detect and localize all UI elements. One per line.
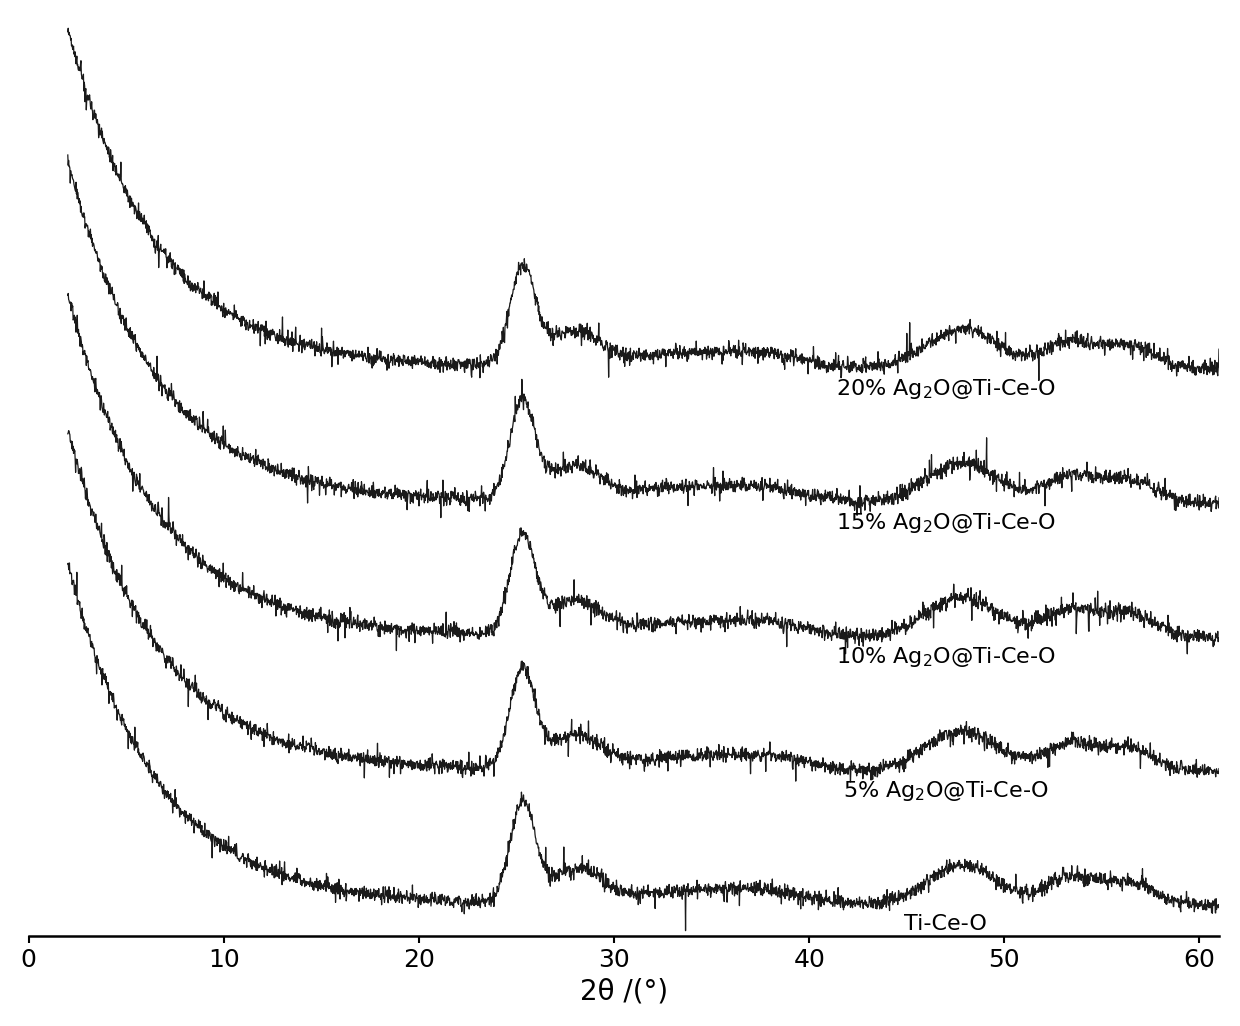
Text: 10% Ag$_2$O@Ti-Ce-O: 10% Ag$_2$O@Ti-Ce-O [836,645,1055,669]
X-axis label: 2θ /(°): 2θ /(°) [580,977,668,1005]
Text: 5% Ag$_2$O@Ti-Ce-O: 5% Ag$_2$O@Ti-Ce-O [843,780,1049,803]
Text: 20% Ag$_2$O@Ti-Ce-O: 20% Ag$_2$O@Ti-Ce-O [836,377,1055,401]
Text: Ti-Ce-O: Ti-Ce-O [904,913,987,934]
Text: 15% Ag$_2$O@Ti-Ce-O: 15% Ag$_2$O@Ti-Ce-O [836,511,1055,535]
